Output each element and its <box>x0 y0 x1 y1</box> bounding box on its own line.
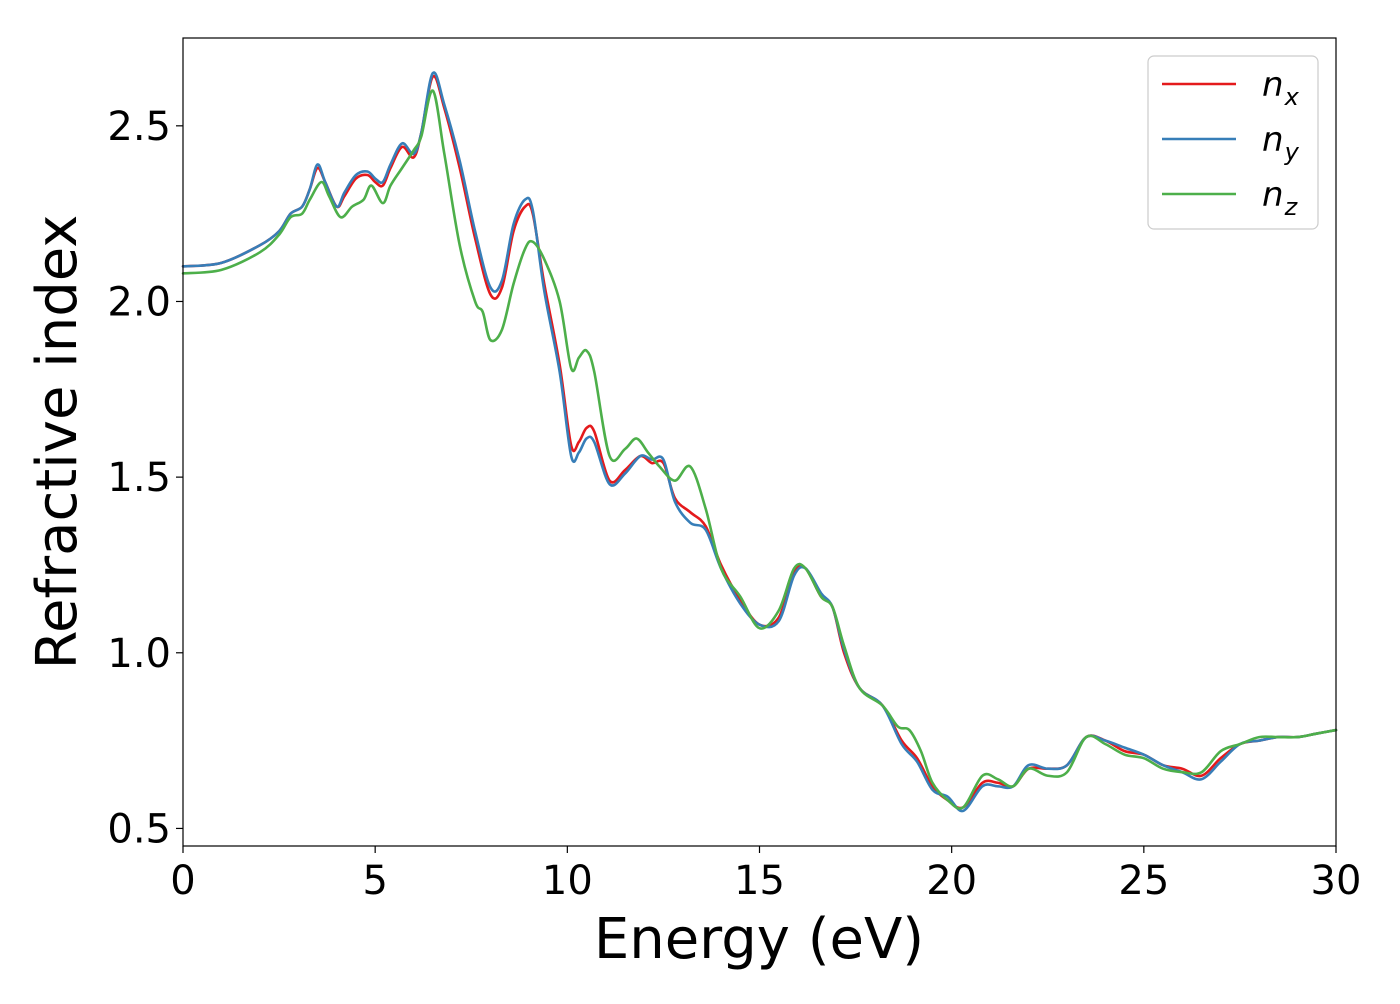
y-tick-label: 2.0 <box>107 279 171 325</box>
y-axis-ticks: 0.5 1.0 1.5 2.0 2.5 <box>107 104 183 852</box>
y-tick-label: 1.5 <box>107 455 171 501</box>
y-axis-label: Refractive index <box>25 215 90 670</box>
series-line-z <box>181 89 1338 810</box>
legend-label-x: nx <box>1262 65 1300 111</box>
x-tick-label: 25 <box>1118 858 1169 904</box>
y-tick-label: 0.5 <box>107 806 171 852</box>
x-tick-label: 0 <box>170 858 195 904</box>
y-tick-label: 2.5 <box>107 104 171 150</box>
x-tick-label: 5 <box>362 858 387 904</box>
legend-frame <box>1147 55 1319 230</box>
legend-label-y: ny <box>1262 120 1300 166</box>
series-layer <box>181 71 1338 813</box>
x-tick-label: 30 <box>1311 858 1362 904</box>
x-tick-label: 15 <box>734 858 785 904</box>
x-tick-label: 20 <box>926 858 977 904</box>
y-tick-label: 1.0 <box>107 631 171 677</box>
x-axis-ticks: 0 5 10 15 20 25 30 <box>170 846 1361 904</box>
x-tick-label: 10 <box>542 858 593 904</box>
x-axis-label: Energy (eV) <box>594 907 924 972</box>
